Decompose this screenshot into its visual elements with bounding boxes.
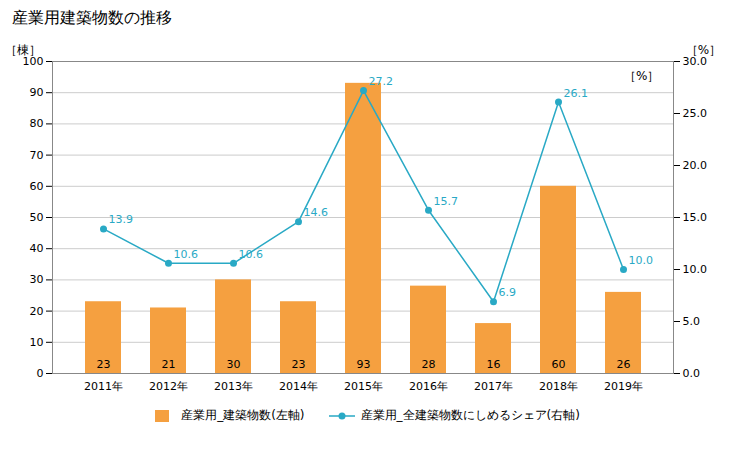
svg-text:10.6: 10.6 [239,248,264,261]
svg-text:10.0: 10.0 [629,254,654,267]
svg-text:15.0: 15.0 [683,211,708,224]
svg-text:5.0: 5.0 [683,315,701,328]
svg-text:10.6: 10.6 [174,248,199,261]
svg-text:2016年: 2016年 [409,380,448,393]
svg-text:60: 60 [30,180,44,193]
svg-text:2012年: 2012年 [149,380,188,393]
svg-text:2019年: 2019年 [604,380,643,393]
svg-text:6.9: 6.9 [499,286,517,299]
svg-text:15.7: 15.7 [434,195,459,208]
svg-text:30: 30 [227,358,241,371]
html-text:産業用_建築物数(左軸): 産業用_建築物数(左軸) [181,408,305,422]
svg-text:27.2: 27.2 [369,75,394,88]
svg-text:23: 23 [97,358,111,371]
svg-text:16: 16 [487,358,501,371]
svg-text:2015年: 2015年 [344,380,383,393]
svg-text:80: 80 [30,117,44,130]
svg-text:2017年: 2017年 [474,380,513,393]
svg-text:40: 40 [30,242,44,255]
svg-text:13.9: 13.9 [109,213,134,226]
svg-text:30.0: 30.0 [682,55,707,68]
svg-text:［棟］: ［棟］ [5,43,41,57]
svg-text:25.0: 25.0 [683,107,708,120]
svg-text:70: 70 [30,149,44,162]
svg-text:23: 23 [292,358,306,371]
svg-text:0.0: 0.0 [683,367,701,380]
html-text:産業用_全建築物数にしめるシェア(右軸): 産業用_全建築物数にしめるシェア(右軸) [360,408,580,422]
svg-text:60: 60 [552,358,566,371]
html-text:産業用建築物数の推移: 産業用建築物数の推移 [12,8,172,27]
svg-text:2014年: 2014年 [279,380,318,393]
svg-text:10.0: 10.0 [683,263,708,276]
svg-text:［%］: ［%］ [686,43,721,57]
svg-text:10: 10 [30,336,44,349]
svg-text:0: 0 [37,367,44,380]
svg-text:［%］: ［%］ [624,69,659,83]
svg-text:21: 21 [162,358,176,371]
svg-text:90: 90 [30,86,44,99]
svg-text:2013年: 2013年 [214,380,253,393]
svg-text:50: 50 [30,211,44,224]
svg-text:14.6: 14.6 [304,206,329,219]
svg-text:2011年: 2011年 [84,380,123,393]
svg-text:26.1: 26.1 [564,87,589,100]
svg-text:100: 100 [22,55,44,68]
svg-text:20.0: 20.0 [683,159,708,172]
svg-text:26: 26 [617,358,631,371]
svg-text:20: 20 [30,305,44,318]
svg-text:2018年: 2018年 [539,380,578,393]
svg-text:93: 93 [357,358,371,371]
svg-text:30: 30 [30,273,44,286]
svg-text:28: 28 [422,358,436,371]
